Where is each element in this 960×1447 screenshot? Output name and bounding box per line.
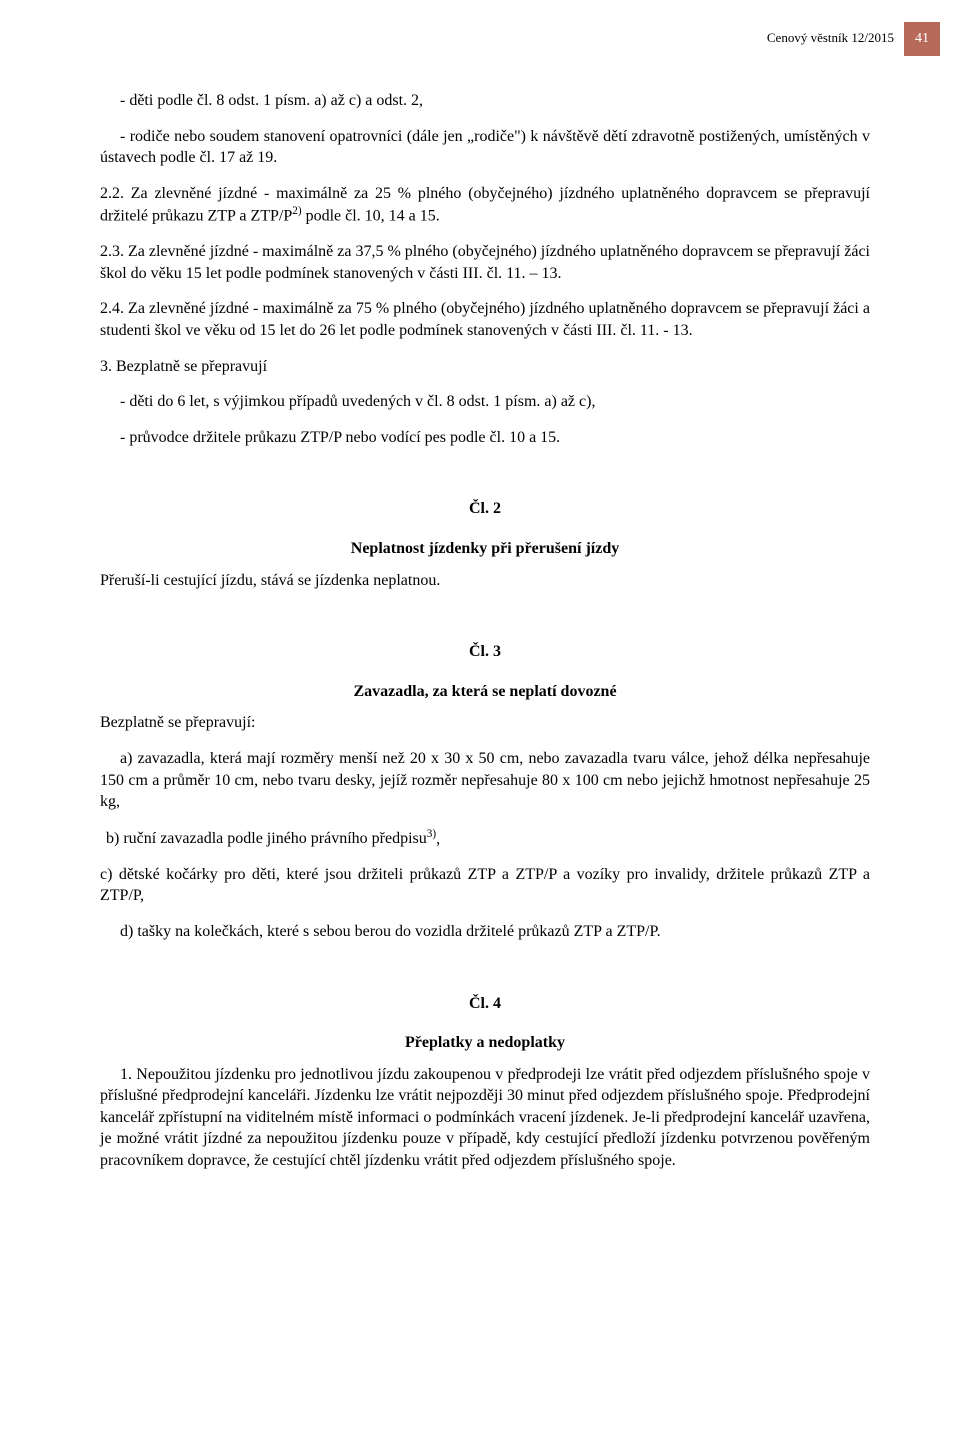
heading-article-4-title: Přeplatky a nedoplatky [100, 1032, 870, 1054]
para-article-3-intro: Bezplatně se přepravují: [100, 712, 870, 734]
para-article-2-body: Přeruší-li cestující jízdu, stává se jíz… [100, 570, 870, 592]
heading-article-3-number: Čl. 3 [100, 641, 870, 663]
para-3b-text-b: , [436, 830, 440, 847]
para-3-intro: 3. Bezplatně se přepravují [100, 356, 870, 378]
journal-title: Cenový věstník 12/2015 [767, 22, 904, 56]
para-3-item-guide: - průvodce držitele průkazu ZTP/P nebo v… [100, 427, 870, 449]
para-2-3: 2.3. Za zlevněné jízdné - maximálně za 3… [100, 241, 870, 284]
heading-article-3-title: Zavazadla, za která se neplatí dovozné [100, 681, 870, 703]
para-article-3-a: a) zavazadla, která mají rozměry menší n… [100, 748, 870, 813]
para-article-3-d: d) tašky na kolečkách, které s sebou ber… [100, 921, 870, 943]
para-article-3-c: c) dětské kočárky pro děti, které jsou d… [100, 864, 870, 907]
para-2-2-text-b: podle čl. 10, 14 a 15. [302, 208, 440, 225]
page-number-badge: 41 [904, 22, 940, 56]
para-2-2-text-a: 2.2. Za zlevněné jízdné - maximálně za 2… [100, 185, 870, 225]
document-body: - děti podle čl. 8 odst. 1 písm. a) až c… [100, 90, 870, 1172]
para-3-item-children: - děti do 6 let, s výjimkou případů uved… [100, 391, 870, 413]
para-article-3-b: b) ruční zavazadla podle jiného právního… [100, 827, 870, 850]
page-header: Cenový věstník 12/2015 41 [767, 22, 940, 56]
footnote-ref-2: 2) [292, 205, 301, 217]
heading-article-4-number: Čl. 4 [100, 993, 870, 1015]
para-3b-text-a: b) ruční zavazadla podle jiného právního… [100, 830, 427, 847]
heading-article-2-number: Čl. 2 [100, 498, 870, 520]
para-2-2: 2.2. Za zlevněné jízdné - maximálně za 2… [100, 183, 870, 228]
para-children: - děti podle čl. 8 odst. 1 písm. a) až c… [100, 90, 870, 112]
footnote-ref-3: 3) [427, 828, 436, 840]
para-2-4: 2.4. Za zlevněné jízdné - maximálně za 7… [100, 298, 870, 341]
para-parents: - rodiče nebo soudem stanovení opatrovní… [100, 126, 870, 169]
heading-article-2-title: Neplatnost jízdenky při přerušení jízdy [100, 538, 870, 560]
para-article-4-body: 1. Nepoužitou jízdenku pro jednotlivou j… [100, 1064, 870, 1172]
